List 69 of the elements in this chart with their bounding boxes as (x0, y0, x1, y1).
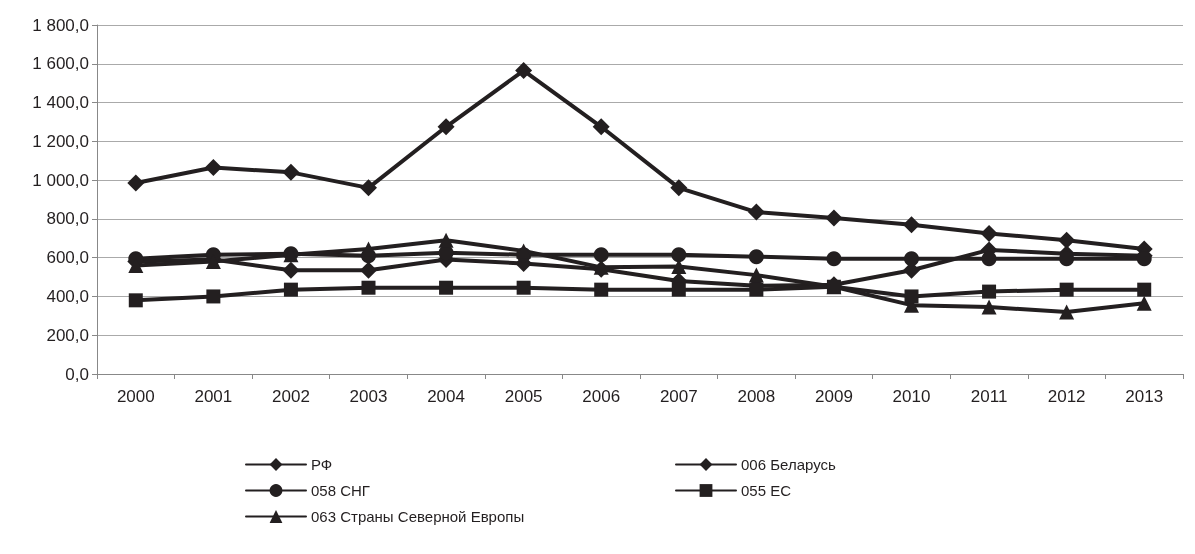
point (749, 282, 764, 297)
point (282, 163, 300, 181)
x-tick-label: 2002 (272, 387, 310, 406)
x-tick-label: 2012 (1047, 387, 1086, 406)
y-tick-label: 600,0 (46, 248, 89, 268)
legend-label: 063 Страны Северной Европы (311, 508, 525, 525)
y-tick-label: 200,0 (46, 325, 89, 345)
point (670, 179, 688, 197)
x-tick-label: 2009 (815, 387, 853, 406)
point (903, 216, 920, 234)
point (1136, 295, 1152, 311)
y-tick-label: 1 800,0 (32, 15, 89, 35)
point (825, 209, 843, 227)
point (360, 179, 377, 197)
x-tick-label: 2007 (659, 387, 698, 406)
legend-label: 058 СНГ (311, 482, 370, 499)
x-tick-label: 2004 (427, 387, 465, 406)
legend-label: 055 ЕС (741, 482, 792, 499)
point (982, 284, 997, 299)
legend-label: РФ (311, 456, 333, 473)
point (516, 280, 531, 295)
point (593, 247, 609, 263)
point (980, 224, 998, 242)
y-tick-label: 1 000,0 (32, 170, 89, 190)
point (206, 289, 221, 304)
y-tick-label: 0,0 (65, 364, 89, 384)
point (439, 280, 454, 295)
point (204, 159, 222, 177)
point (127, 174, 145, 192)
point (1059, 282, 1074, 297)
x-tick-label: 2000 (116, 387, 155, 406)
y-tick-label: 1 400,0 (32, 93, 89, 113)
x-tick-label: 2005 (504, 387, 543, 406)
point (671, 247, 687, 263)
point (437, 118, 455, 136)
point (592, 118, 610, 136)
x-tick-label: 2001 (194, 387, 233, 406)
point (748, 267, 764, 283)
x-tick-label: 2003 (349, 387, 388, 406)
point (282, 261, 300, 279)
point (515, 62, 533, 80)
point (981, 299, 997, 315)
point (1058, 231, 1076, 249)
y-tick-label: 800,0 (46, 209, 89, 229)
x-tick-label: 2010 (892, 387, 931, 406)
x-tick-label: 2008 (737, 387, 776, 406)
y-tick-label: 400,0 (46, 286, 89, 306)
point (747, 203, 765, 221)
y-tick-label: 1 600,0 (32, 54, 89, 74)
point (594, 282, 609, 297)
legend-label: 006 Беларусь (741, 456, 836, 473)
x-tick-label: 2013 (1125, 387, 1164, 406)
point (128, 293, 143, 308)
point (361, 280, 376, 295)
point (516, 243, 532, 259)
point (826, 251, 842, 267)
x-tick-label: 2011 (970, 387, 1008, 406)
point (438, 232, 454, 248)
x-tick-label: 2006 (582, 387, 621, 406)
point (283, 282, 298, 297)
point (981, 251, 997, 267)
point (360, 261, 377, 279)
point (904, 289, 919, 304)
point (1137, 282, 1152, 297)
point (1059, 304, 1075, 320)
point (671, 282, 686, 297)
point (748, 249, 764, 265)
point (904, 251, 919, 267)
y-tick-label: 1 200,0 (32, 131, 89, 151)
